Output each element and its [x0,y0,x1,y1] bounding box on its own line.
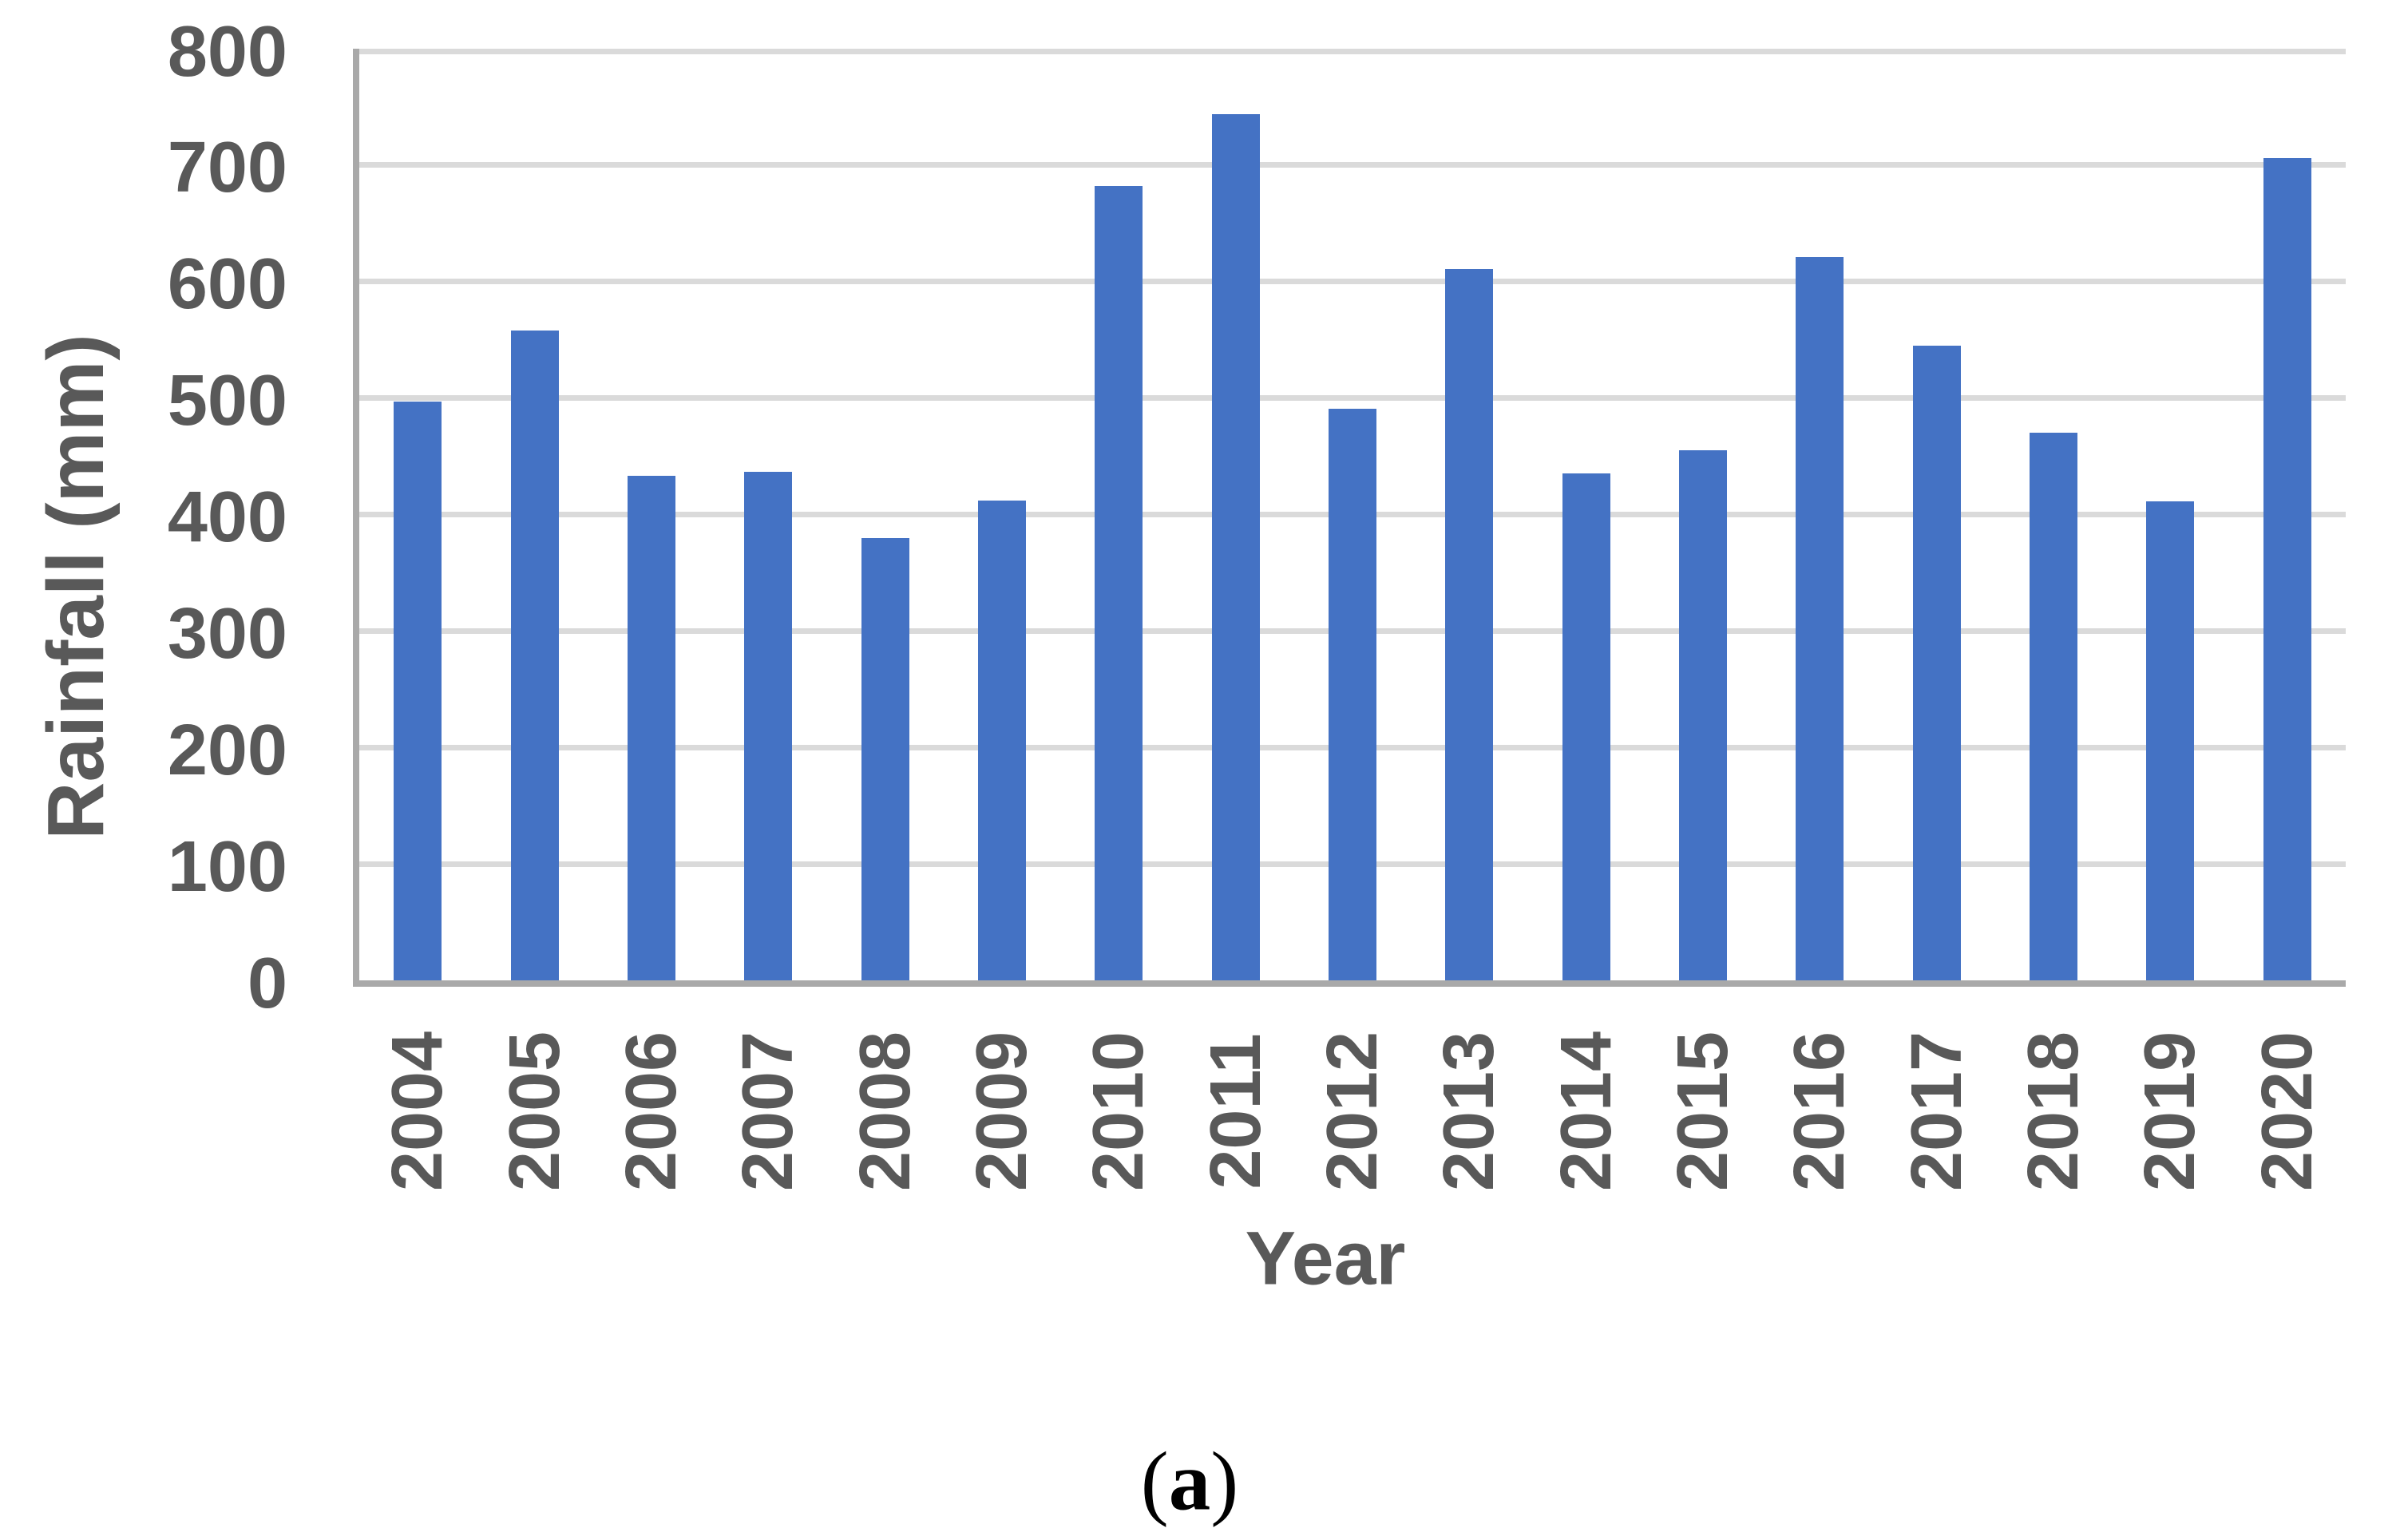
x-axis-title: Year [1245,1216,1406,1301]
bar-2011 [1211,113,1260,980]
x-label-2009: 2009 [961,1031,1042,1192]
x-label-2007: 2007 [728,1031,809,1192]
bar-2010 [1095,186,1143,980]
gridline-500 [359,395,2346,402]
y-tick-500: 500 [167,361,287,441]
bar-2012 [1329,408,1376,980]
x-label-2018: 2018 [2014,1031,2094,1192]
bar-2009 [977,501,1026,980]
bar-2004 [394,402,442,980]
bar-2008 [861,537,909,980]
x-label-2008: 2008 [845,1031,925,1192]
y-tick-0: 0 [247,943,287,1023]
y-tick-400: 400 [167,477,287,557]
x-label-2005: 2005 [494,1031,575,1192]
bar-2006 [627,476,675,980]
bar-2016 [1796,257,1844,980]
gridline-700 [359,162,2346,168]
bar-2018 [2030,433,2078,980]
x-label-2004: 2004 [378,1031,458,1192]
gridline-800 [359,49,2346,54]
x-label-2014: 2014 [1546,1031,1626,1192]
x-label-2017: 2017 [1896,1031,1977,1192]
y-tick-300: 300 [167,593,287,674]
x-label-2006: 2006 [611,1031,691,1192]
x-label-2015: 2015 [1663,1031,1744,1192]
y-tick-800: 800 [167,11,287,92]
subfigure-caption: (a) [1141,1439,1238,1523]
y-tick-700: 700 [167,128,287,208]
bar-2013 [1445,268,1494,980]
x-label-2019: 2019 [2130,1031,2211,1192]
caption-letter: a [1168,1434,1211,1528]
plot-area [353,49,2346,987]
y-tick-100: 100 [167,826,287,907]
x-label-2011: 2011 [1195,1033,1276,1190]
bar-2007 [744,471,793,980]
y-tick-200: 200 [167,710,287,790]
x-label-2012: 2012 [1313,1031,1392,1192]
x-label-2020: 2020 [2247,1031,2327,1192]
x-label-2013: 2013 [1429,1031,1510,1192]
bar-2019 [2146,501,2195,980]
gridline-600 [359,279,2346,285]
caption-open-paren: ( [1140,1434,1169,1528]
bar-2005 [510,331,559,980]
x-label-2016: 2016 [1780,1031,1860,1192]
bar-2017 [1912,345,1961,980]
y-tick-600: 600 [167,244,287,325]
bar-2015 [1679,450,1728,980]
caption-close-paren: ) [1210,1434,1239,1528]
bar-2014 [1562,473,1610,980]
bar-2020 [2263,158,2311,980]
x-label-2010: 2010 [1079,1031,1159,1192]
